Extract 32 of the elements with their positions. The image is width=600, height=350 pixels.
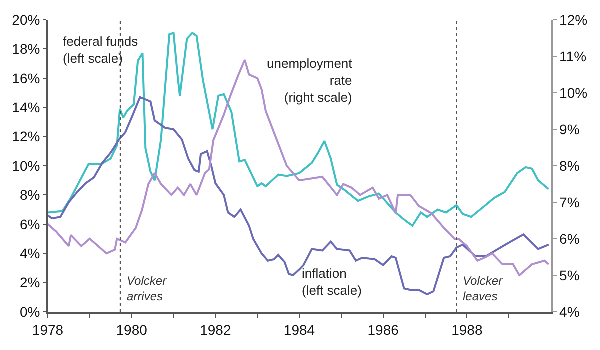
line-series	[48, 32, 550, 227]
y2-tick-label: 6%	[560, 230, 580, 247]
x-tick-label: 1982	[200, 322, 232, 338]
x-tick-label: 1978	[32, 322, 64, 338]
y-tick-label: 6%	[20, 216, 40, 232]
y-tick-label: 14%	[12, 100, 40, 116]
x-tick-label: 1980	[116, 322, 148, 338]
y2-tick-label: 8%	[560, 158, 580, 174]
x-tick-label: 1984	[284, 322, 316, 338]
y-tick-label: 18%	[12, 41, 40, 58]
y-tick-label: 10%	[12, 158, 40, 174]
y-tick-label: 0%	[20, 304, 40, 320]
x-tick-label: 1986	[368, 322, 400, 338]
series-label: inflation (left scale)	[302, 266, 362, 298]
y2-tick-label: 10%	[560, 84, 588, 101]
y2-tick-label: 7%	[560, 194, 580, 210]
y-tick-label: 2%	[20, 274, 40, 291]
ref-line-label: Volcker leaves	[463, 274, 504, 304]
ref-line-label: Volcker arrives	[127, 274, 168, 304]
y2-tick-label: 9%	[560, 121, 580, 138]
y-tick-label: 12%	[12, 128, 40, 145]
y2-tick-label: 12%	[560, 12, 588, 28]
y2-tick-label: 4%	[560, 304, 580, 320]
y-tick-label: 20%	[12, 12, 40, 28]
y-tick-label: 16%	[12, 70, 40, 86]
series-label: unemployment rate (right scale)	[267, 56, 353, 105]
x-tick-label: 1988	[452, 322, 483, 338]
y2-tick-label: 11%	[560, 48, 587, 64]
y2-tick-label: 5%	[560, 267, 580, 284]
y-tick-label: 4%	[20, 246, 40, 262]
series-label: federal funds (left scale)	[63, 34, 139, 66]
y-tick-label: 8%	[20, 187, 40, 204]
